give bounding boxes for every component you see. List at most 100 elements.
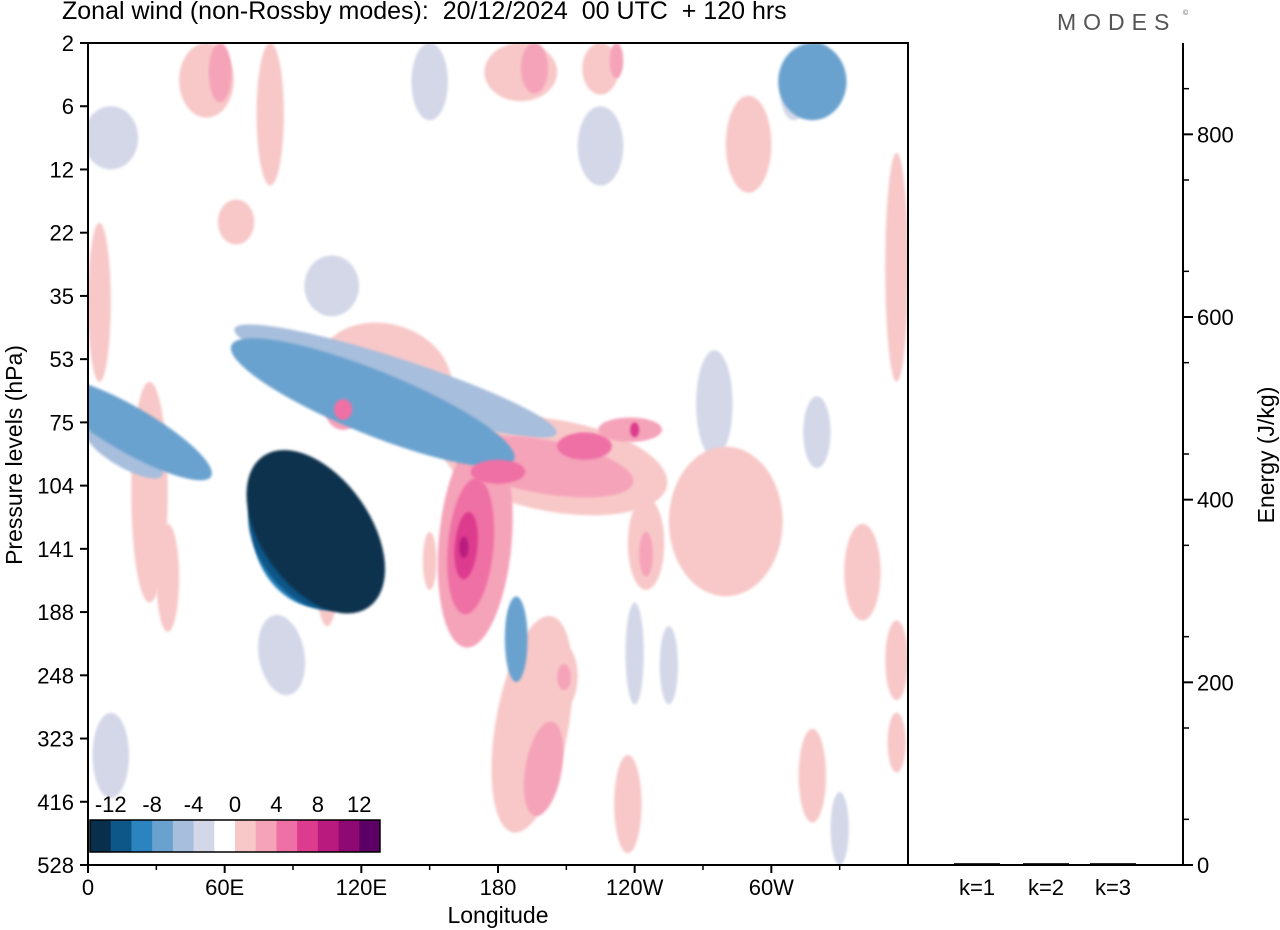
x-axis-title: Longitude bbox=[447, 902, 548, 928]
field-contour-61 bbox=[334, 399, 353, 420]
field-contour-29 bbox=[88, 222, 111, 382]
field-contour-55 bbox=[88, 377, 212, 481]
colorbar-frame bbox=[89, 819, 381, 853]
colorbar-swatch bbox=[359, 820, 381, 852]
field-contour-7 bbox=[830, 791, 849, 865]
colorbar-swatch bbox=[297, 820, 319, 852]
modes-logo: MODES bbox=[1057, 9, 1177, 35]
energy-bar bbox=[1090, 863, 1136, 865]
y-tick-label: 416 bbox=[37, 790, 74, 815]
x-tick-label: 120E bbox=[336, 875, 387, 900]
field-contour-59 bbox=[470, 459, 526, 484]
field-contour-6 bbox=[258, 614, 306, 696]
field-contour-19 bbox=[668, 446, 783, 597]
colorbar-swatch bbox=[152, 820, 174, 852]
energy-axis-title: Energy (J/kg) bbox=[1253, 387, 1279, 524]
energy-category-label: k=2 bbox=[1028, 875, 1064, 900]
field-contour-31 bbox=[156, 523, 180, 632]
colorbar-swatch bbox=[276, 820, 298, 852]
field-contour-33 bbox=[798, 728, 826, 823]
pressure-axis: 2 6 12 22 35 53 75 104 141 188 248 323 416 528 bbox=[37, 31, 88, 878]
field-contour-28 bbox=[217, 199, 255, 245]
y-axis-title: Pressure levels (hPa) bbox=[1, 345, 27, 565]
field-contour-20 bbox=[844, 523, 881, 621]
field-contour-54 bbox=[230, 338, 515, 467]
field-contour-52 bbox=[208, 43, 232, 103]
colorbar-label: -8 bbox=[142, 792, 162, 817]
colorbar-swatch bbox=[317, 820, 340, 852]
field-contour-47 bbox=[639, 531, 653, 577]
field-contour-3 bbox=[803, 396, 831, 469]
field-contour-34 bbox=[887, 712, 906, 773]
field-contour-23 bbox=[582, 43, 619, 95]
field-contour-5 bbox=[659, 626, 678, 705]
field-contour-1 bbox=[88, 106, 139, 170]
field-contour-35 bbox=[422, 531, 437, 590]
colorbar-label: -4 bbox=[184, 792, 204, 817]
field-contour-60 bbox=[557, 432, 612, 460]
y-tick-label: 2 bbox=[62, 31, 74, 56]
colorbar-label: -12 bbox=[95, 792, 127, 817]
energy-tick-label: 600 bbox=[1197, 305, 1234, 330]
field-contour-26 bbox=[885, 152, 908, 382]
field-contour-64 bbox=[630, 422, 640, 438]
field-contour-50 bbox=[520, 43, 549, 94]
y-tick-label: 75 bbox=[50, 410, 74, 435]
y-tick-label: 188 bbox=[37, 600, 74, 625]
chart-title: Zonal wind (non-Rossby modes): 20/12/202… bbox=[62, 0, 787, 25]
field-contour-27 bbox=[725, 95, 772, 193]
colorbar-swatch bbox=[193, 820, 215, 852]
energy-bars: k=1 k=2 k=3 bbox=[954, 863, 1136, 900]
colorbar: -12 -8 -4 0 4 8 12 bbox=[89, 792, 381, 853]
zonal-wind-field bbox=[88, 43, 908, 865]
field-contour-25 bbox=[256, 43, 284, 186]
colorbar-swatch bbox=[235, 820, 257, 852]
y-tick-label: 528 bbox=[37, 853, 74, 878]
field-contour-10 bbox=[411, 43, 448, 121]
field-contour-11 bbox=[696, 350, 733, 458]
field-contour-21 bbox=[885, 620, 908, 701]
y-tick-label: 141 bbox=[37, 537, 74, 562]
y-tick-label: 35 bbox=[50, 284, 74, 309]
y-tick-label: 53 bbox=[50, 347, 74, 372]
colorbar-label: 0 bbox=[229, 792, 241, 817]
field-contour-2 bbox=[304, 255, 360, 317]
field-contour-51 bbox=[609, 43, 624, 79]
colorbar-swatch bbox=[338, 820, 360, 852]
energy-bar bbox=[954, 863, 1000, 865]
colorbar-swatch bbox=[172, 820, 195, 852]
colorbar-label: 4 bbox=[270, 792, 282, 817]
field-contour-45 bbox=[523, 721, 564, 817]
x-tick-label: 60W bbox=[749, 875, 794, 900]
energy-category-label: k=3 bbox=[1095, 875, 1131, 900]
y-tick-label: 6 bbox=[62, 94, 74, 119]
field-contour-66 bbox=[459, 536, 469, 559]
copyright-mark: © bbox=[1183, 10, 1189, 17]
x-tick-label: 180 bbox=[480, 875, 517, 900]
x-tick-label: 120W bbox=[606, 875, 664, 900]
y-tick-label: 12 bbox=[50, 157, 74, 182]
y-tick-label: 323 bbox=[37, 727, 74, 752]
field-contour-46 bbox=[557, 663, 571, 691]
y-tick-label: 248 bbox=[37, 663, 74, 688]
colorbar-swatch bbox=[110, 820, 132, 852]
y-tick-label: 22 bbox=[50, 221, 74, 246]
field-contour-67 bbox=[246, 450, 386, 614]
x-tick-label: 0 bbox=[82, 875, 94, 900]
field-contour-56 bbox=[778, 43, 847, 121]
field-contour-44 bbox=[598, 417, 662, 442]
colorbar-label: 12 bbox=[347, 792, 371, 817]
x-tick-label: 60E bbox=[205, 875, 244, 900]
field-contour-57 bbox=[504, 596, 528, 682]
energy-tick-label: 200 bbox=[1197, 670, 1234, 695]
y-tick-label: 104 bbox=[37, 474, 74, 499]
field-contour-4 bbox=[625, 602, 644, 705]
colorbar-swatch bbox=[214, 820, 236, 852]
colorbar-swatch bbox=[90, 820, 112, 852]
colorbar-swatch bbox=[131, 820, 153, 852]
colorbar-label: 8 bbox=[312, 792, 324, 817]
colorbar-swatch bbox=[255, 820, 277, 852]
energy-tick-label: 800 bbox=[1197, 122, 1234, 147]
field-contour-9 bbox=[577, 106, 624, 186]
energy-bar bbox=[1023, 863, 1069, 865]
